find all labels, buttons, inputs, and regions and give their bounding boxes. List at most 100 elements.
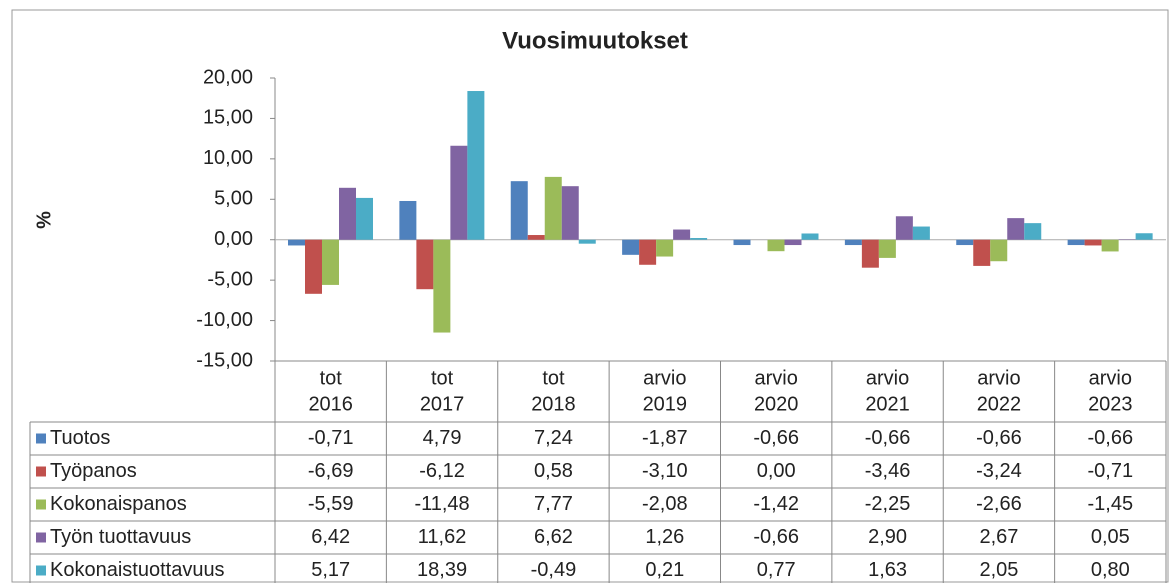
y-tick-label: -10,00 (196, 309, 253, 331)
table-value: -1,42 (753, 493, 799, 515)
bar (339, 187, 356, 240)
bar (733, 239, 751, 246)
bar (878, 239, 896, 258)
table-value: 0,77 (757, 559, 796, 581)
y-tick-label: 20,00 (203, 66, 253, 88)
table-value: -2,66 (976, 493, 1022, 515)
category-label: 2021 (865, 393, 910, 415)
table-value: 7,24 (534, 427, 573, 449)
y-tick-label: 10,00 (203, 147, 253, 169)
legend-key (36, 532, 46, 543)
table-value: -6,12 (419, 460, 465, 482)
table-value: -3,10 (642, 460, 688, 482)
table-value: -1,87 (642, 427, 688, 449)
table-value: 0,21 (645, 559, 684, 581)
bar (433, 239, 451, 333)
table-value: 6,42 (311, 526, 350, 548)
bar (450, 145, 468, 240)
legend-label: Kokonaistuottavuus (50, 559, 225, 581)
bar (578, 239, 596, 244)
category-label: tot (320, 367, 343, 389)
table-value: 0,05 (1091, 526, 1130, 548)
table-value: 2,05 (979, 559, 1018, 581)
table-value: 18,39 (417, 559, 467, 581)
bar (1067, 239, 1085, 246)
category-label: 2022 (977, 393, 1022, 415)
category-label: arvio (977, 367, 1020, 389)
table-value: 4,79 (423, 427, 462, 449)
table-value: -0,66 (976, 427, 1022, 449)
chart-border (11, 9, 1169, 583)
bar (1101, 239, 1119, 252)
bar (356, 197, 373, 240)
y-tick-label: 5,00 (214, 188, 253, 210)
bar (956, 239, 974, 246)
table-value: -2,25 (865, 493, 911, 515)
category-label: tot (431, 367, 454, 389)
y-tick-label: 0,00 (214, 228, 253, 250)
table-value: 1,26 (645, 526, 684, 548)
table-value: -2,08 (642, 493, 688, 515)
bar (895, 216, 913, 240)
bar (1007, 218, 1025, 240)
table-value: 1,63 (868, 559, 907, 581)
category-label: 2016 (308, 393, 353, 415)
legend-key (36, 565, 46, 576)
table-value: 0,58 (534, 460, 573, 482)
bar (544, 176, 562, 240)
table-value: 11,62 (418, 526, 467, 548)
legend-label: Työn tuottavuus (50, 526, 191, 548)
bar (288, 239, 305, 246)
table-value: -5,59 (308, 493, 354, 515)
table-value: 7,77 (534, 493, 573, 515)
category-label: arvio (755, 367, 798, 389)
legend-label: Kokonaispanos (50, 493, 187, 515)
bar (622, 239, 640, 255)
category-label: 2023 (1088, 393, 1133, 415)
legend-label: Tuotos (50, 427, 110, 449)
bar (656, 239, 674, 257)
table-value: -1,45 (1088, 493, 1134, 515)
bar (305, 239, 322, 294)
y-axis-label: % (33, 211, 55, 229)
bar (767, 239, 785, 252)
category-label: arvio (866, 367, 909, 389)
bar (844, 239, 862, 246)
category-label: 2019 (643, 393, 688, 415)
bar (861, 239, 879, 268)
category-label: tot (542, 367, 565, 389)
bar (912, 226, 930, 240)
category-label: 2020 (754, 393, 799, 415)
table-value: 0,00 (757, 460, 796, 482)
y-tick-label: 15,00 (203, 107, 253, 129)
table-value: -0,66 (753, 427, 799, 449)
category-label: 2017 (420, 393, 465, 415)
category-label: arvio (643, 367, 686, 389)
table-value: -0,66 (1088, 427, 1134, 449)
table-value: -0,71 (308, 427, 354, 449)
bar (1024, 223, 1042, 240)
table-value: -0,66 (753, 526, 799, 548)
bar (510, 181, 528, 240)
bar (973, 239, 991, 266)
bar (673, 229, 691, 240)
legend-key (36, 466, 46, 477)
legend-key (36, 499, 46, 510)
table-value: -3,24 (976, 460, 1022, 482)
bar (639, 239, 657, 265)
table-value: 2,67 (979, 526, 1018, 548)
bar (784, 239, 802, 246)
bar (801, 233, 819, 240)
bar (416, 239, 434, 290)
table-value: -0,66 (865, 427, 911, 449)
category-label: 2018 (531, 393, 576, 415)
bar (467, 91, 485, 240)
category-label: arvio (1089, 367, 1132, 389)
bar (561, 186, 579, 240)
bar (527, 235, 545, 240)
bar (690, 238, 708, 240)
y-tick-label: -15,00 (196, 349, 253, 371)
table-value: 6,62 (534, 526, 573, 548)
